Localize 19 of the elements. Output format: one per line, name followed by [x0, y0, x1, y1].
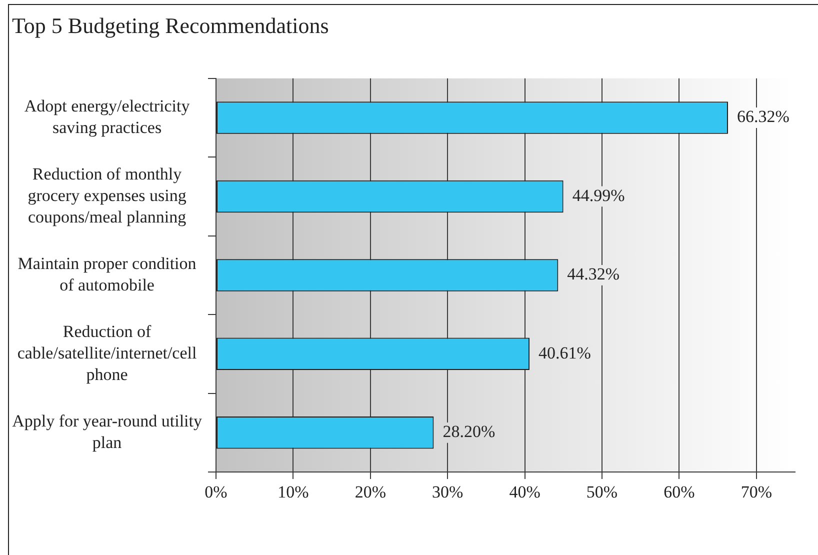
- x-tick-label: 30%: [432, 482, 464, 502]
- x-tick-label: 10%: [278, 482, 309, 502]
- x-tick-label: 70%: [740, 482, 772, 502]
- x-tick-label: 0%: [204, 482, 228, 502]
- y-tick-label: Reduction of cable/satellite/internet/cell phone: [17, 322, 197, 384]
- data-label: 66.32%: [736, 107, 790, 126]
- x-tick-label: 60%: [664, 482, 695, 502]
- data-label: 44.32%: [567, 264, 620, 284]
- x-tick-label: 50%: [586, 482, 618, 502]
- data-label: 28.20%: [442, 422, 496, 442]
- data-label: 40.61%: [538, 343, 591, 362]
- y-tick-label: Maintain proper condition of automobile: [18, 254, 197, 294]
- x-tick-label: 20%: [354, 482, 386, 502]
- y-tick-label: Adopt energy/electricity saving practices: [24, 96, 190, 138]
- y-tick-label: Apply for year-round utility plan: [12, 411, 202, 452]
- data-label: 44.99%: [572, 186, 625, 205]
- x-tick-label: 40%: [509, 482, 540, 502]
- chart-title: Top 5 Budgeting Recommendations: [12, 12, 329, 38]
- y-tick-label: Reduction of monthly grocery expenses using coupons/meal planning: [28, 164, 187, 227]
